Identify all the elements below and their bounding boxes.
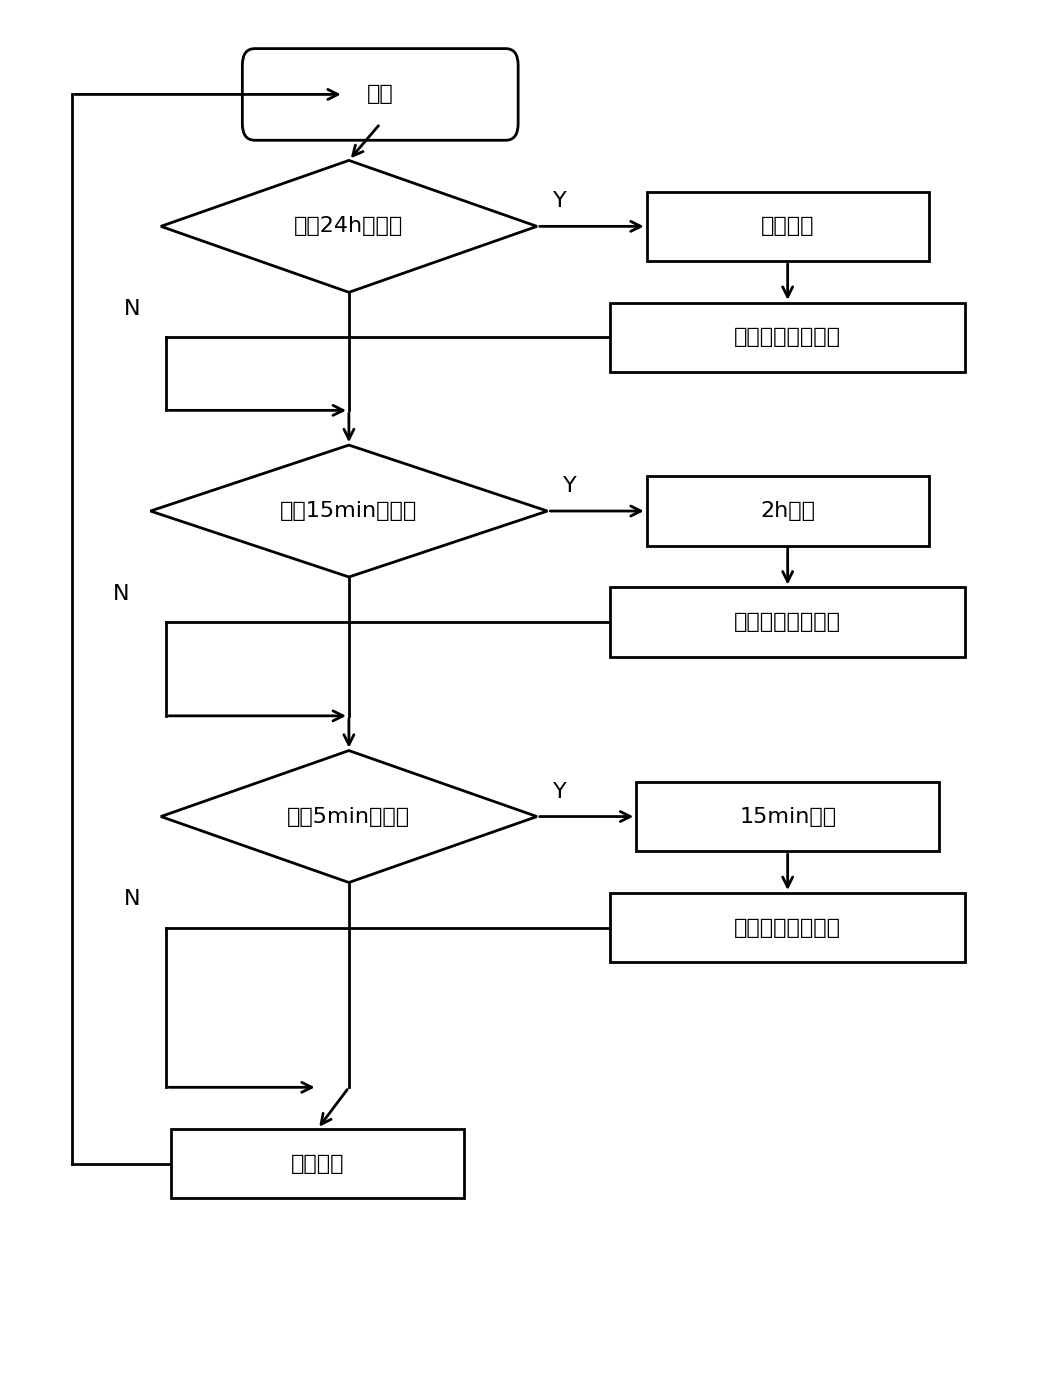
FancyBboxPatch shape (242, 49, 518, 140)
Bar (172, 1129, 463, 1199)
Text: 2h预测: 2h预测 (760, 502, 815, 521)
Bar (636, 782, 939, 851)
Text: N: N (113, 584, 130, 604)
Bar (647, 476, 929, 546)
Text: 到达15min周期？: 到达15min周期？ (280, 502, 418, 521)
Bar (610, 303, 966, 372)
Polygon shape (161, 161, 537, 292)
Polygon shape (151, 446, 548, 577)
Bar (610, 893, 966, 963)
Text: 制定日前调度计划: 制定日前调度计划 (734, 327, 841, 348)
Text: 到达24h周期？: 到达24h周期？ (294, 217, 403, 236)
Text: 制定日内调度计划: 制定日内调度计划 (734, 612, 841, 631)
Bar (610, 587, 966, 657)
Polygon shape (161, 750, 537, 883)
Text: 日前预测: 日前预测 (761, 217, 814, 236)
Text: Y: Y (553, 781, 567, 802)
Text: 15min预测: 15min预测 (739, 806, 836, 827)
Text: Y: Y (563, 476, 577, 496)
Bar (647, 191, 929, 261)
Text: 开始: 开始 (366, 84, 394, 105)
Text: 制定实时调度计划: 制定实时调度计划 (734, 918, 841, 937)
Text: N: N (123, 890, 140, 909)
Text: 下一时刻: 下一时刻 (291, 1154, 344, 1173)
Text: Y: Y (553, 191, 567, 211)
Text: N: N (123, 299, 140, 320)
Text: 到达5min周期？: 到达5min周期？ (287, 806, 411, 827)
